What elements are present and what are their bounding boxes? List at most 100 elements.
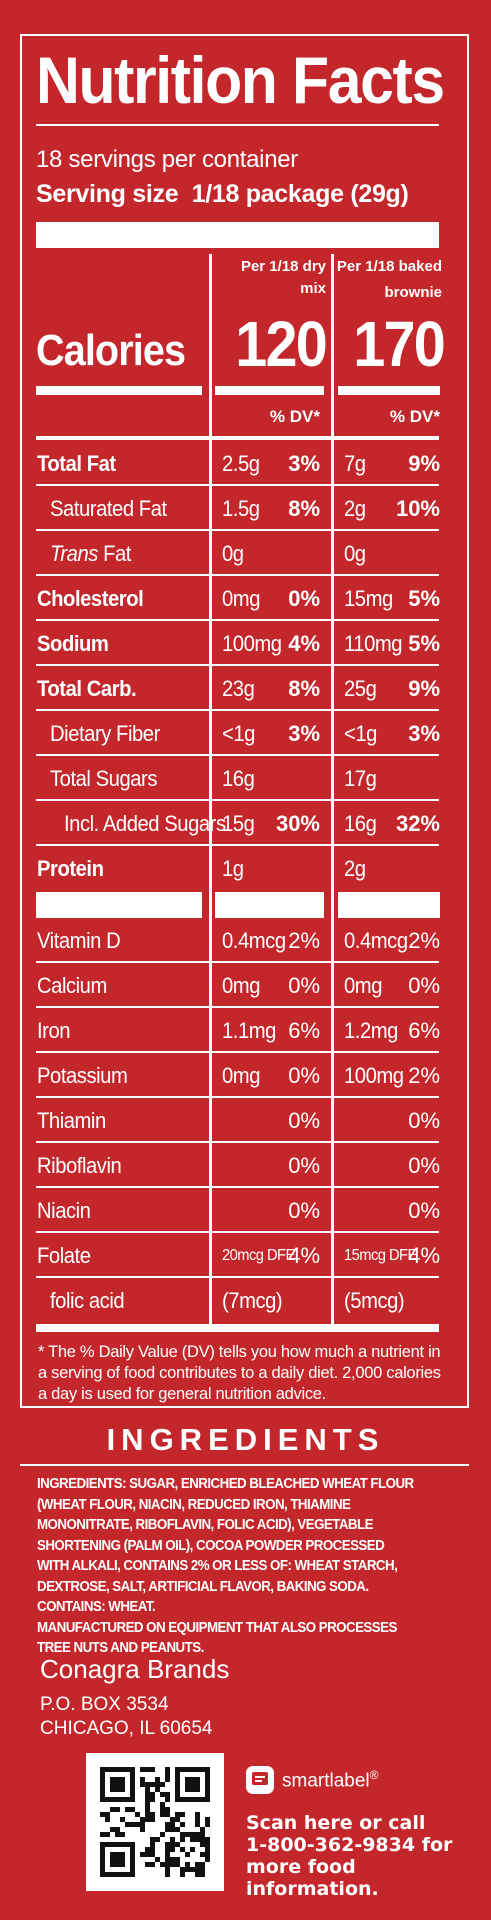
panel-title: Nutrition Facts: [36, 43, 445, 117]
qr-module: [190, 1837, 195, 1842]
micro-row-folic-acid: folic acid (7mcg) (5mcg): [0, 1278, 491, 1322]
qr-module: [130, 1807, 135, 1812]
nutrient-label: Thiamin: [37, 1108, 106, 1133]
col1-dv: 2%: [288, 928, 320, 953]
col1-amount: 23g: [222, 676, 255, 701]
qr-module: [110, 1827, 115, 1832]
nutrient-label: Calcium: [37, 973, 107, 998]
row-rule: [36, 844, 439, 846]
nutrient-row-saturated-fat: Saturated Fat 1.5g 8% 2g 10%: [0, 486, 491, 530]
qr-module: [195, 1872, 200, 1877]
qr-module: [155, 1837, 160, 1842]
scan-line-1: Scan here or call: [246, 1812, 426, 1834]
qr-module: [150, 1817, 155, 1822]
allergen-warning: MANUFACTURED ON EQUIPMENT THAT ALSO PROC…: [37, 1619, 397, 1657]
col1-dv: 3%: [288, 451, 320, 476]
qr-module: [205, 1817, 210, 1822]
qr-module: [160, 1812, 165, 1817]
thick-rule-mid-label: [36, 892, 202, 918]
qr-module: [170, 1847, 175, 1852]
col1-dv: 30%: [275, 811, 320, 836]
nutrient-label: Iron: [37, 1018, 71, 1043]
qr-module: [185, 1867, 190, 1872]
qr-module: [155, 1782, 160, 1787]
qr-module: [175, 1817, 180, 1822]
col1-dv: 4%: [288, 1243, 320, 1268]
col1-dv: 0%: [288, 1198, 320, 1223]
nutrient-label: folic acid: [50, 1288, 125, 1313]
qr-module: [170, 1842, 175, 1847]
col2-dv: 5%: [408, 586, 440, 611]
col1-amount: 15g: [222, 811, 255, 836]
col1-amount: 16g: [222, 766, 255, 791]
qr-module: [200, 1837, 205, 1842]
qr-module: [145, 1782, 150, 1787]
qr-module: [175, 1812, 180, 1817]
nutrient-label: Niacin: [37, 1198, 91, 1223]
col1-dv: 6%: [288, 1018, 320, 1043]
col2-amount: 0.4mcg: [344, 928, 408, 953]
col1-dv: 3%: [288, 721, 320, 746]
qr-module: [150, 1797, 155, 1802]
row-rule: [36, 574, 439, 576]
qr-module: [165, 1857, 170, 1862]
nutrient-label: Dietary Fiber: [50, 721, 160, 746]
col2-dv: 32%: [395, 811, 440, 836]
nutrient-row-total-fat: Total Fat 2.5g 3% 7g 9%: [0, 441, 491, 485]
smartlabel-wordmark: smartlabel®: [282, 1768, 379, 1792]
col2-dv: 10%: [395, 496, 440, 521]
qr-module: [190, 1847, 195, 1852]
qr-module: [140, 1782, 145, 1787]
nutrient-label: Potassium: [37, 1063, 128, 1088]
qr-module: [145, 1817, 150, 1822]
nutrition-facts-panel: [20, 34, 469, 1408]
qr-module: [150, 1767, 155, 1772]
qr-module: [170, 1862, 175, 1867]
col2-dv: 0%: [408, 1153, 440, 1178]
qr-module: [105, 1817, 110, 1822]
qr-module: [160, 1802, 165, 1807]
col-divider-1: [209, 254, 212, 1332]
qr-module: [120, 1817, 125, 1822]
thick-rule-top: [36, 222, 439, 248]
qr-module: [105, 1812, 110, 1817]
qr-module: [205, 1857, 210, 1862]
col2-dv: 9%: [408, 676, 440, 701]
col2-dv: 2%: [408, 928, 440, 953]
qr-module: [160, 1832, 165, 1837]
ingredients-text: INGREDIENTS: SUGAR, ENRICHED BLEACHED WH…: [37, 1476, 414, 1615]
col1-amount: 0mg: [222, 586, 260, 611]
calories-rule-col1: [215, 386, 324, 395]
col2-amount: <1g: [344, 721, 377, 746]
qr-module: [110, 1807, 115, 1812]
nutrient-label: Protein: [37, 856, 104, 881]
ingredients-title: INGREDIENTS: [106, 1422, 385, 1457]
calories-label: Calories: [36, 326, 186, 375]
qr-module: [185, 1832, 190, 1837]
thick-rule-mid-col1: [215, 892, 324, 918]
qr-module: [195, 1832, 200, 1837]
row-rule: [36, 799, 439, 801]
qr-module: [175, 1857, 180, 1862]
qr-code[interactable]: [86, 1753, 224, 1891]
qr-module: [140, 1777, 145, 1782]
qr-module: [175, 1862, 180, 1867]
qr-module: [145, 1847, 150, 1852]
servings-per-container: 18 servings per container: [36, 146, 298, 173]
col-divider-2: [331, 254, 334, 1332]
qr-module: [175, 1842, 180, 1847]
qr-module: [185, 1862, 190, 1867]
col2-amount: 25g: [344, 676, 377, 701]
qr-module: [205, 1852, 210, 1857]
col2-amount: 7g: [344, 451, 366, 476]
trans-italic: Trans: [50, 541, 98, 566]
nutrient-row-total-carb: Total Carb. 23g 8% 25g 9%: [0, 666, 491, 710]
qr-module: [105, 1832, 110, 1837]
serving-size-value: 1/18 package (29g): [191, 180, 409, 208]
col1-amount: (7mcg): [222, 1288, 283, 1313]
qr-module: [175, 1827, 180, 1832]
col1-dv: 0%: [288, 1063, 320, 1088]
scan-line-3: more food information.: [246, 1856, 379, 1900]
qr-module: [165, 1807, 170, 1812]
qr-module: [185, 1777, 200, 1792]
